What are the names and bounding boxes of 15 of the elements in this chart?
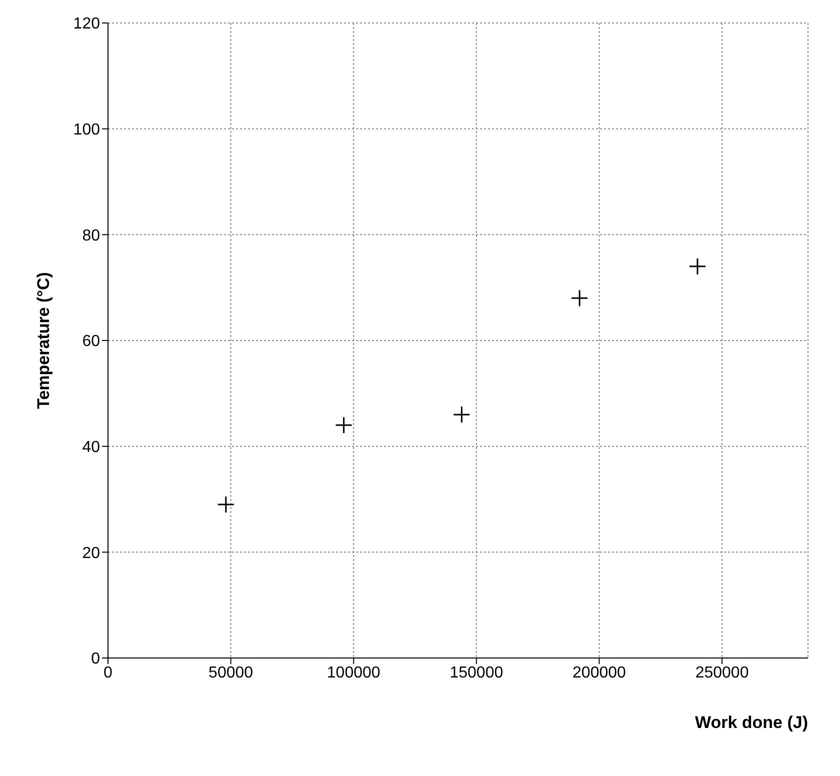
x-tick-label: 0 [104, 664, 113, 682]
y-tick-label: 60 [82, 333, 100, 350]
x-tick-label: 150000 [450, 664, 504, 682]
x-tick-label: 200000 [572, 664, 626, 682]
x-axis-title: Work done (J) [694, 713, 808, 732]
y-tick-label: 20 [82, 544, 100, 562]
y-tick-label: 80 [82, 227, 100, 244]
y-tick-label: 100 [73, 122, 100, 139]
y-tick-label: 120 [73, 16, 100, 33]
y-tick-label: 0 [91, 650, 100, 668]
x-tick-label: 250000 [695, 664, 749, 682]
y-axis-title: Temperature (°C) [34, 272, 54, 409]
x-tick-label: 100000 [326, 664, 380, 682]
y-tick-label: 40 [82, 439, 100, 456]
x-tick-label: 50000 [208, 664, 254, 682]
